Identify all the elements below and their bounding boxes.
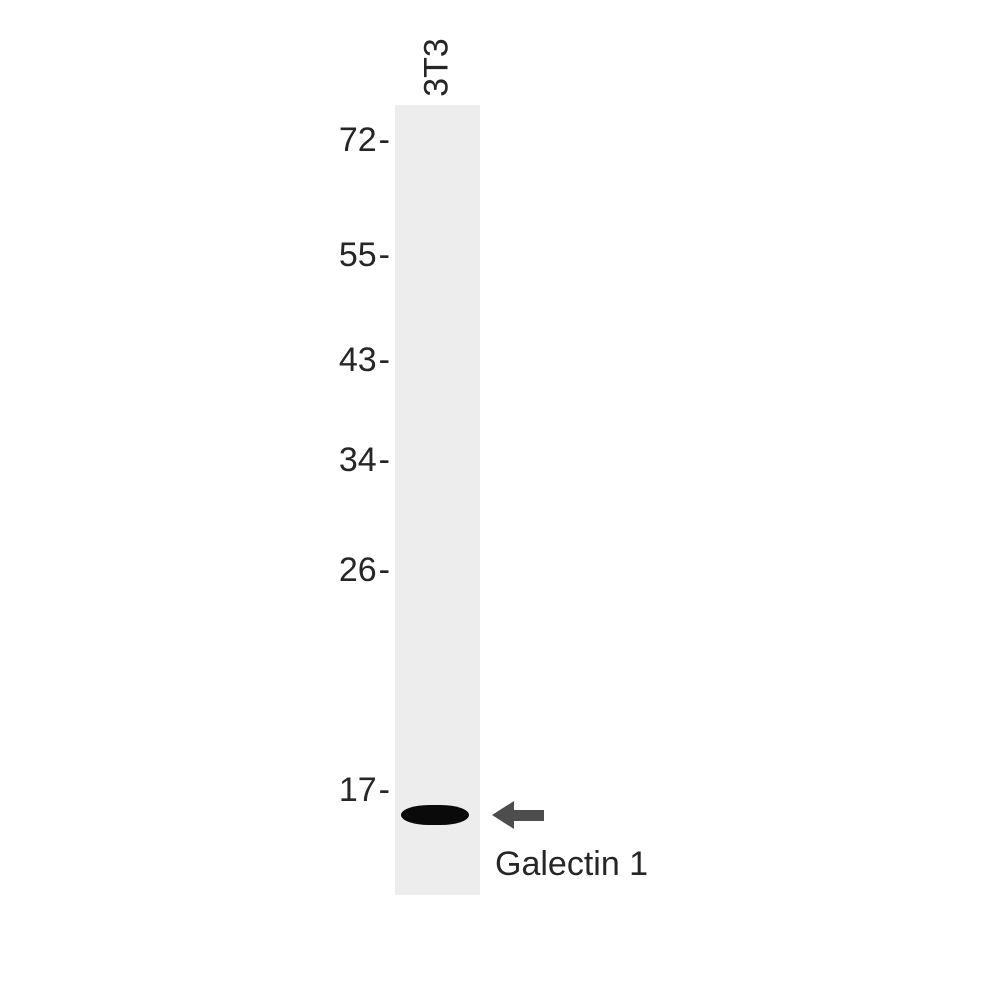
mw-marker-tick: -	[379, 773, 390, 807]
protein-band	[401, 805, 469, 825]
mw-marker-43: 43-	[250, 343, 390, 377]
mw-marker-tick: -	[379, 343, 390, 377]
mw-marker-55: 55-	[250, 238, 390, 272]
band-arrow-icon	[492, 801, 544, 829]
mw-marker-72: 72-	[250, 123, 390, 157]
mw-marker-17: 17-	[250, 773, 390, 807]
mw-marker-value: 26	[339, 551, 377, 589]
mw-marker-34: 34-	[250, 443, 390, 477]
western-blot-figure: 3T3 72-55-43-34-26-17- Galectin 1	[0, 0, 1000, 1000]
target-protein-label: Galectin 1	[495, 845, 648, 884]
mw-marker-tick: -	[379, 123, 390, 157]
arrow-shaft	[514, 810, 544, 821]
mw-marker-value: 55	[339, 236, 377, 274]
arrow-head	[492, 801, 514, 829]
blot-lane	[395, 105, 480, 895]
mw-marker-tick: -	[379, 238, 390, 272]
mw-marker-tick: -	[379, 443, 390, 477]
mw-marker-value: 17	[339, 771, 377, 809]
mw-marker-value: 34	[339, 441, 377, 479]
mw-marker-value: 72	[339, 121, 377, 159]
mw-marker-26: 26-	[250, 553, 390, 587]
mw-marker-value: 43	[339, 341, 377, 379]
mw-marker-tick: -	[379, 553, 390, 587]
lane-label: 3T3	[418, 8, 457, 128]
